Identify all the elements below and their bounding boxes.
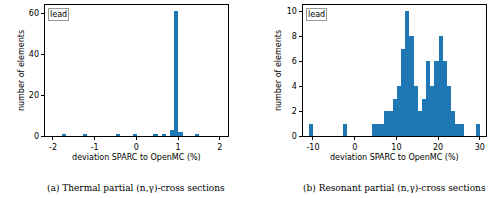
svg-text:(b) Resonant partial (n,γ)-cro: (b) Resonant partial (n,γ)-cross section… xyxy=(303,183,486,193)
svg-text:lead: lead xyxy=(50,10,67,19)
svg-text:-1: -1 xyxy=(91,143,99,152)
svg-text:8: 8 xyxy=(292,32,297,41)
svg-text:2: 2 xyxy=(292,107,297,116)
svg-text:lead: lead xyxy=(308,10,325,19)
svg-text:1: 1 xyxy=(176,143,181,152)
svg-text:10: 10 xyxy=(391,143,401,152)
svg-text:60: 60 xyxy=(29,9,39,18)
svg-text:number of elements: number of elements xyxy=(274,30,283,111)
svg-text:(a) Thermal partial (n,γ)-cros: (a) Thermal partial (n,γ)-cross sections xyxy=(47,183,225,193)
svg-text:number of elements: number of elements xyxy=(17,30,26,111)
svg-text:20: 20 xyxy=(29,91,39,100)
svg-text:0: 0 xyxy=(292,132,297,141)
svg-text:6: 6 xyxy=(292,57,297,66)
svg-text:0: 0 xyxy=(134,143,139,152)
svg-text:deviation SPARC to OpenMC (%): deviation SPARC to OpenMC (%) xyxy=(72,153,201,162)
svg-text:4: 4 xyxy=(292,82,297,91)
svg-text:-10: -10 xyxy=(306,143,319,152)
svg-text:-2: -2 xyxy=(49,143,57,152)
svg-text:0: 0 xyxy=(34,132,39,141)
svg-text:deviation SPARC to OpenMC (%): deviation SPARC to OpenMC (%) xyxy=(330,153,459,162)
svg-text:0: 0 xyxy=(352,143,357,152)
svg-text:10: 10 xyxy=(287,7,297,16)
svg-text:30: 30 xyxy=(475,143,485,152)
svg-text:40: 40 xyxy=(29,50,39,59)
svg-text:20: 20 xyxy=(433,143,443,152)
svg-text:2: 2 xyxy=(217,143,222,152)
